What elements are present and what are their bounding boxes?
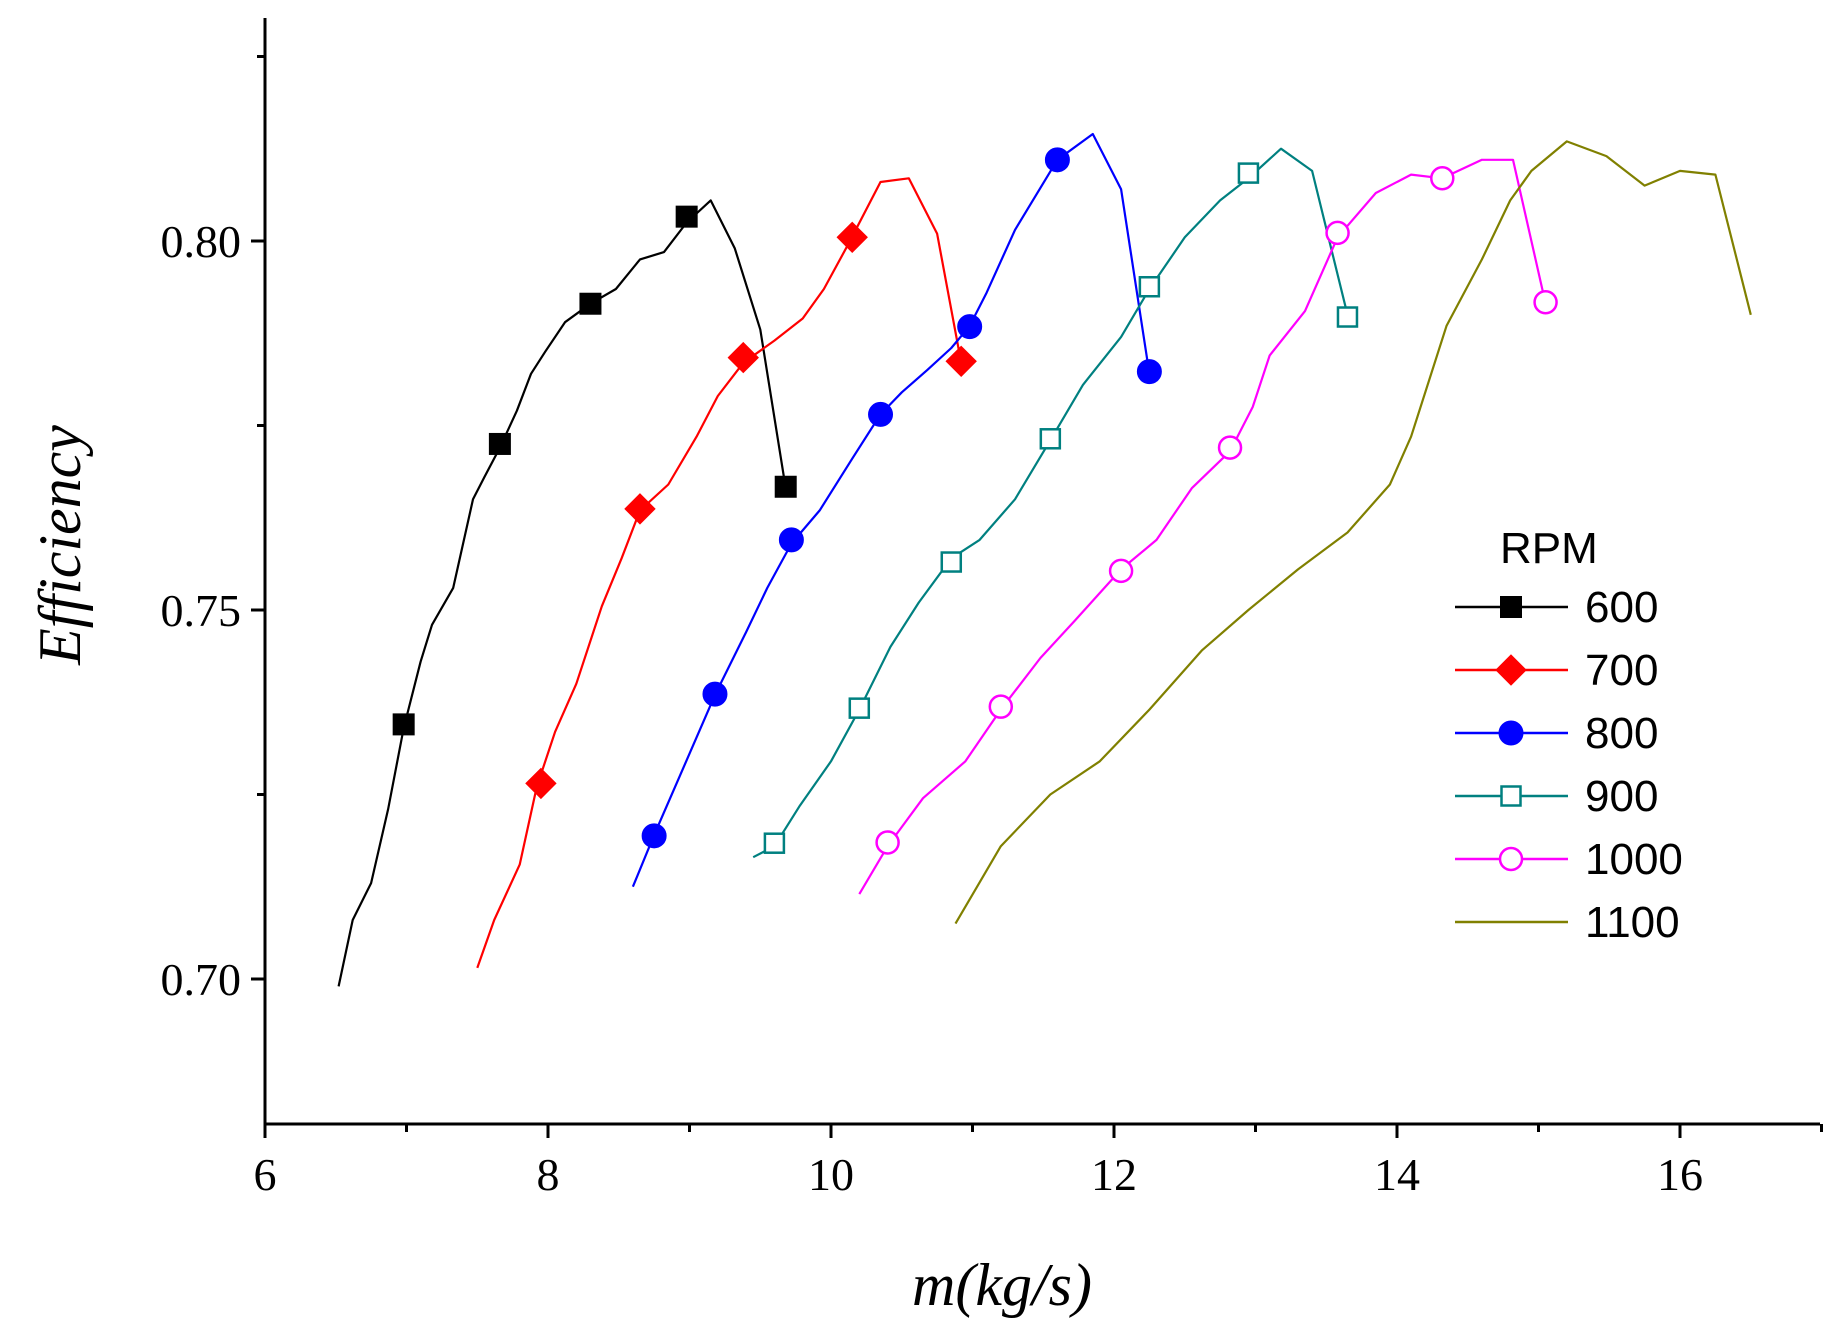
data-point-800 (641, 823, 667, 849)
data-point-600 (488, 432, 511, 455)
legend-label-800: 800 (1585, 709, 1658, 758)
data-point-600 (579, 292, 602, 315)
x-tick-label: 16 (1657, 1149, 1703, 1200)
data-point-800 (1136, 359, 1162, 385)
series-line-1000 (858, 158, 1547, 895)
data-point-600 (675, 205, 698, 228)
data-point-1000 (1108, 558, 1134, 584)
data-point-800 (957, 314, 983, 340)
data-point-900 (940, 551, 963, 573)
legend-label-700: 700 (1585, 646, 1658, 695)
data-point-700 (525, 767, 557, 800)
x-axis-title: m(kg/s) (912, 1252, 1092, 1318)
y-tick-label: 0.70 (161, 954, 242, 1005)
legend-marker-800 (1498, 720, 1524, 746)
legend-label-1000: 1000 (1585, 835, 1683, 884)
legend-title: RPM (1500, 524, 1598, 573)
data-point-1000 (1430, 166, 1455, 191)
data-point-600 (774, 475, 797, 498)
data-point-900 (1138, 276, 1161, 298)
data-point-800 (1044, 147, 1070, 173)
data-point-800 (778, 527, 804, 553)
data-point-900 (848, 697, 871, 719)
series-markers (392, 147, 1558, 855)
axes (263, 18, 1820, 1126)
legend-label-1100: 1100 (1585, 898, 1680, 947)
data-point-700 (945, 345, 977, 378)
data-point-700 (836, 221, 868, 254)
ticks: 6 8 10 12 14 16 0.70 0.75 0.80 (161, 55, 1823, 1200)
data-point-900 (1237, 162, 1260, 184)
data-point-900 (1336, 306, 1359, 328)
data-point-800 (868, 401, 894, 427)
x-tick-label: 12 (1091, 1149, 1137, 1200)
data-point-700 (624, 493, 656, 525)
x-tick-label: 10 (808, 1149, 854, 1200)
data-point-900 (763, 832, 786, 854)
data-point-800 (702, 681, 728, 707)
data-point-1000 (1217, 435, 1243, 460)
data-point-700 (727, 341, 759, 374)
legend-label-600: 600 (1585, 583, 1658, 632)
data-point-1000 (875, 830, 900, 855)
data-point-1000 (988, 694, 1014, 719)
legend-label-900: 900 (1585, 772, 1658, 821)
data-point-600 (392, 713, 415, 736)
y-axis-title: Efficiency (27, 425, 93, 666)
legend-marker-1000 (1498, 846, 1524, 872)
legend-marker-700 (1495, 654, 1527, 686)
series-line-800 (631, 132, 1151, 888)
legend-marker-900 (1500, 785, 1522, 807)
legend: RPM 600 700 800 900 1000 1100 (1455, 524, 1683, 947)
y-tick-label: 0.75 (161, 585, 242, 636)
series-line-600 (337, 199, 787, 987)
data-point-1000 (1325, 220, 1350, 246)
data-point-900 (1039, 428, 1062, 450)
series-line-1100 (954, 140, 1752, 925)
x-tick-label: 6 (254, 1149, 277, 1200)
data-point-1000 (1533, 290, 1558, 315)
y-tick-label: 0.80 (161, 216, 242, 267)
x-tick-label: 8 (537, 1149, 560, 1200)
legend-marker-600 (1500, 596, 1522, 618)
x-tick-label: 14 (1374, 1149, 1420, 1200)
series-line-700 (476, 177, 963, 969)
